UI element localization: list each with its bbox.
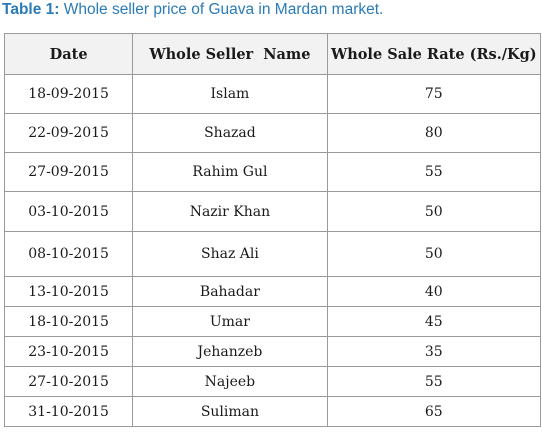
cell-name: Najeeb [132,366,328,397]
cell-name: Umar [132,306,328,337]
cell-name: Nazir Khan [132,191,328,232]
cell-date: 13-10-2015 [3,276,134,307]
cell-date: 27-10-2015 [3,366,134,397]
cell-rate: 50 [326,231,542,277]
table-row: 03-10-2015 Nazir Khan 50 [3,191,542,232]
cell-date: 18-09-2015 [3,74,134,114]
table-row: 27-10-2015 Najeeb 55 [3,366,542,397]
cell-rate: 55 [326,366,542,397]
cell-rate: 65 [326,396,542,427]
table-header-row: Date Whole Seller Name Whole Sale Rate (… [3,33,542,75]
header-rate: Whole Sale Rate (Rs./Kg) [326,33,542,75]
header-date: Date [3,33,134,75]
table-row: 18-10-2015 Umar 45 [3,306,542,337]
cell-date: 22-09-2015 [3,113,134,153]
header-seller-name: Whole Seller Name [132,33,328,75]
table-row: 18-09-2015 Islam 75 [3,74,542,114]
cell-name: Jehanzeb [132,336,328,367]
cell-rate: 50 [326,191,542,232]
cell-rate: 40 [326,276,542,307]
table-row: 27-09-2015 Rahim Gul 55 [3,152,542,192]
cell-date: 08-10-2015 [3,231,134,277]
cell-rate: 80 [326,113,542,153]
cell-name: Rahim Gul [132,152,328,192]
cell-date: 31-10-2015 [3,396,134,427]
cell-name: Islam [132,74,328,114]
guava-price-table: Date Whole Seller Name Whole Sale Rate (… [3,33,542,427]
cell-date: 27-09-2015 [3,152,134,192]
table-row: 22-09-2015 Shazad 80 [3,113,542,153]
cell-name: Shaz Ali [132,231,328,277]
cell-rate: 45 [326,306,542,337]
cell-rate: 55 [326,152,542,192]
table-row: 31-10-2015 Suliman 65 [3,396,542,427]
cell-name: Bahadar [132,276,328,307]
cell-name: Suliman [132,396,328,427]
cell-date: 23-10-2015 [3,336,134,367]
cell-name: Shazad [132,113,328,153]
table-row: 08-10-2015 Shaz Ali 50 [3,231,542,277]
cell-date: 03-10-2015 [3,191,134,232]
caption-label: Table 1: [2,1,60,18]
table-row: 13-10-2015 Bahadar 40 [3,276,542,307]
table-row: 23-10-2015 Jehanzeb 35 [3,336,542,367]
table-caption: Table 1: Whole seller price of Guava in … [2,0,383,22]
cell-date: 18-10-2015 [3,306,134,337]
cell-rate: 75 [326,74,542,114]
caption-text: Whole seller price of Guava in Mardan ma… [59,1,384,18]
cell-rate: 35 [326,336,542,367]
